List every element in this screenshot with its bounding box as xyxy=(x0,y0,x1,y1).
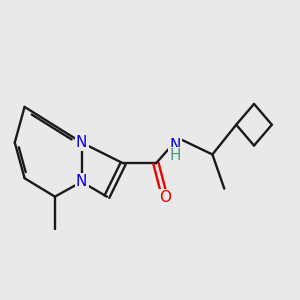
Text: N: N xyxy=(76,174,87,189)
Text: O: O xyxy=(159,190,171,205)
Text: N: N xyxy=(76,135,87,150)
Text: N: N xyxy=(169,138,181,153)
Text: H: H xyxy=(169,148,181,163)
